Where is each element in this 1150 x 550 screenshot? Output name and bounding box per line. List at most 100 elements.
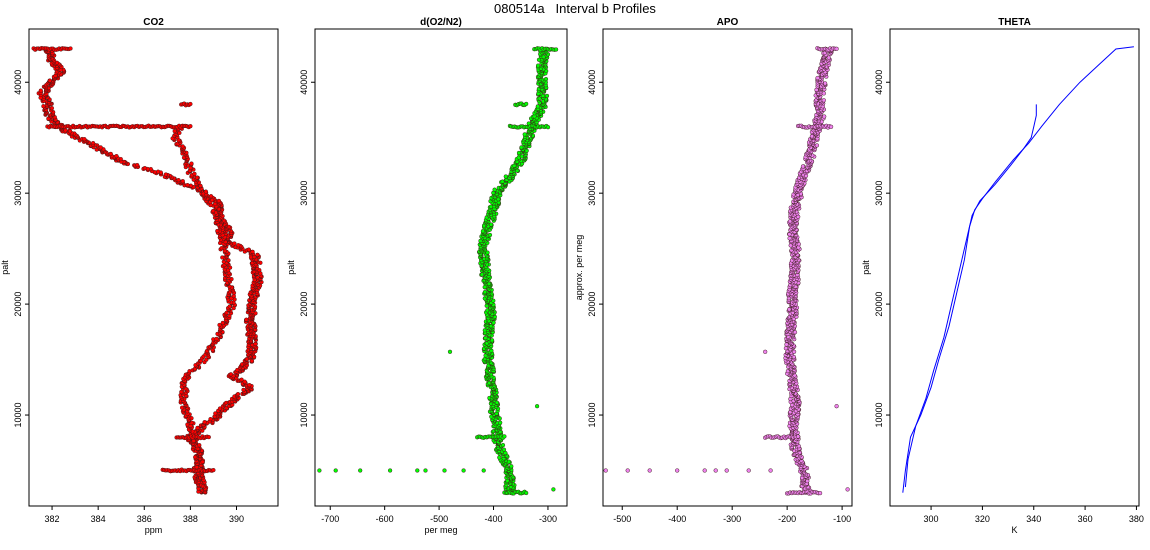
data-point — [236, 243, 241, 248]
chart-title: APO — [717, 17, 739, 28]
data-point — [235, 391, 241, 397]
data-point — [155, 169, 161, 174]
plot-frame — [28, 28, 279, 507]
data-point — [200, 459, 205, 464]
x-tick-label: 384 — [91, 514, 106, 524]
y-tick-label: 40000 — [299, 70, 309, 95]
data-point — [195, 425, 200, 431]
data-point — [255, 252, 260, 257]
x-tick-label: 388 — [183, 514, 198, 524]
data-point — [220, 255, 225, 260]
y-tick-label: 40000 — [587, 70, 597, 95]
outlier-point — [746, 468, 751, 473]
segment-point — [553, 47, 559, 52]
data-point — [227, 304, 232, 309]
data-point — [142, 166, 148, 171]
plot-frame — [889, 28, 1140, 507]
data-point — [163, 172, 169, 177]
data-point — [49, 106, 55, 111]
data-point — [509, 464, 514, 469]
data-point — [203, 189, 209, 194]
data-point — [826, 55, 831, 60]
data-point — [814, 143, 820, 148]
data-point — [787, 307, 792, 312]
outlier-point — [724, 468, 729, 473]
x-tick-label: -300 — [723, 514, 741, 524]
segment-point — [211, 467, 216, 473]
y-tick-label: 10000 — [874, 403, 884, 428]
outlier-point — [461, 468, 466, 473]
data-point — [488, 222, 494, 227]
data-point — [497, 455, 502, 460]
data-point — [41, 104, 46, 109]
data-point — [501, 447, 507, 452]
chart-title: d(O2/N2) — [420, 17, 462, 28]
data-point — [210, 208, 216, 214]
y-tick-label: 30000 — [13, 181, 23, 206]
data-point — [204, 357, 209, 362]
y-tick-label: 10000 — [13, 403, 23, 428]
segment-point — [834, 46, 839, 51]
x-axis-label: K — [1011, 525, 1017, 535]
data-point — [224, 310, 229, 315]
data-point — [544, 93, 550, 99]
segment-point — [524, 490, 529, 496]
y-tick-label: 10000 — [587, 403, 597, 428]
x-tick-label: 300 — [924, 514, 939, 524]
outlier-point — [675, 468, 680, 473]
data-point — [197, 443, 202, 448]
data-point — [67, 129, 73, 134]
y-tick-label: 40000 — [874, 70, 884, 95]
data-point — [194, 175, 200, 180]
segment-point — [828, 124, 834, 129]
segment-point — [502, 434, 507, 439]
data-point — [202, 420, 207, 425]
data-point — [535, 104, 540, 109]
data-point — [822, 114, 827, 119]
outlier-point — [387, 468, 393, 473]
outlier-point — [415, 468, 420, 473]
outlier-point — [603, 468, 608, 473]
data-point — [228, 372, 234, 377]
data-point — [492, 187, 497, 192]
segment-point — [817, 490, 823, 496]
data-point — [82, 137, 87, 142]
data-point — [784, 342, 789, 347]
data-point — [503, 174, 508, 179]
y-tick-label: 20000 — [299, 292, 309, 317]
chart-panel-2: d(O2/N2) -700 -600 -500 -400 -300 10000 20000 30… — [286, 17, 568, 535]
y-tick-label: 30000 — [874, 181, 884, 206]
x-axis-label: ppm — [145, 525, 163, 535]
data-point — [180, 179, 185, 184]
data-marks — [317, 46, 559, 496]
data-point — [208, 416, 213, 422]
data-point — [791, 349, 797, 354]
data-point — [498, 420, 503, 425]
data-point — [253, 341, 258, 347]
y-axis-label: palt — [861, 260, 871, 275]
data-point — [249, 358, 255, 364]
data-point — [239, 377, 244, 382]
data-point — [214, 336, 219, 342]
data-point — [217, 406, 223, 411]
data-point — [242, 379, 247, 384]
data-point — [114, 153, 119, 159]
data-point — [241, 387, 246, 393]
data-point — [787, 236, 792, 241]
outlier-point — [358, 468, 363, 473]
data-point — [193, 454, 198, 460]
data-point — [805, 478, 810, 484]
y-tick-label: 20000 — [874, 292, 884, 317]
data-point — [787, 219, 793, 224]
chart-panel-4: THETA 300 320 340 360 380 10000 20000 30000 40000… — [861, 17, 1144, 535]
plot-frame — [314, 28, 568, 507]
data-point — [135, 162, 140, 168]
data-point — [226, 258, 231, 263]
x-tick-label: -300 — [539, 514, 557, 524]
x-tick-label: -400 — [485, 514, 503, 524]
data-point — [487, 232, 493, 238]
data-point — [486, 281, 492, 286]
y-axis-label: palt — [286, 260, 296, 275]
x-tick-label: 382 — [45, 514, 60, 524]
